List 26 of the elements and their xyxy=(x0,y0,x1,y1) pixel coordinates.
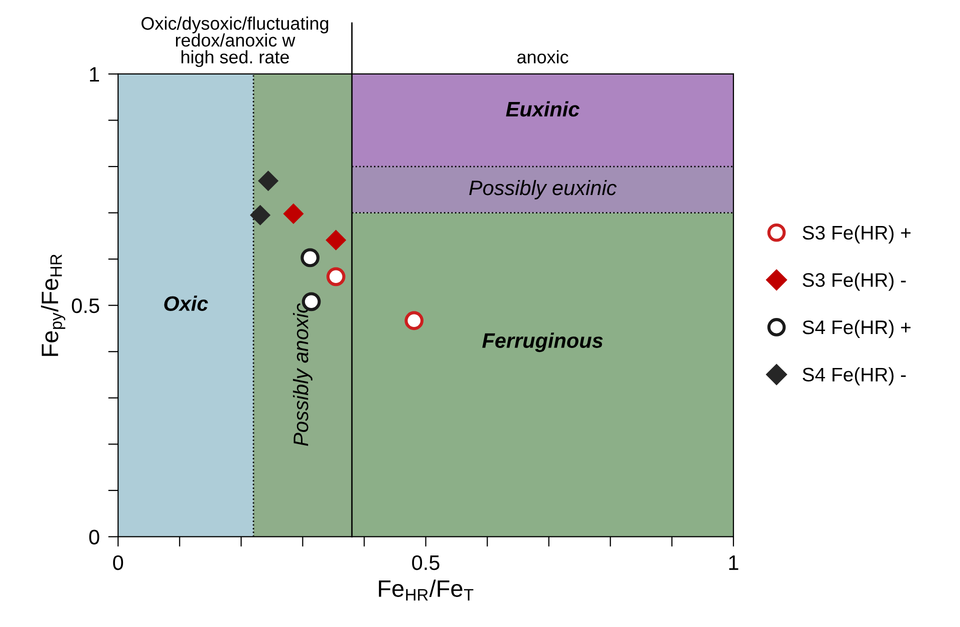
x-tick-label: 0 xyxy=(113,555,124,570)
band-label: Ferruginous xyxy=(482,332,603,352)
text: Oxic/dysoxic/fluctuating redox/anoxic w high sed. rate xyxy=(142,16,328,68)
y-tick-label: 0 xyxy=(89,530,100,544)
legend-label: S3 Fe(HR) + xyxy=(802,225,911,244)
point xyxy=(326,230,346,250)
y-tick-label: 0.5 xyxy=(72,298,100,314)
point xyxy=(283,203,304,224)
point xyxy=(250,204,271,226)
band-label: Euxinic xyxy=(506,101,580,117)
band-label: Oxic xyxy=(164,296,208,311)
legend-label: S3 Fe(HR) - xyxy=(802,272,906,291)
legend-label: S4 Fe(HR) - xyxy=(802,367,906,386)
band-label: Possibly anoxic xyxy=(292,303,312,446)
text: anoxic xyxy=(517,50,568,64)
x-axis-title: Fe$_{HR}$/Fe$_{T}$ xyxy=(378,580,474,600)
point xyxy=(326,267,346,286)
band-label: Possibly euxinic xyxy=(469,180,617,200)
y-axis-title: Fe$_{py}$/Fe$_{HR}$ xyxy=(40,254,66,356)
point xyxy=(404,311,424,330)
point xyxy=(258,170,279,192)
x-tick-label: 1 xyxy=(729,556,738,570)
x-tick-label: 0.5 xyxy=(412,555,440,570)
y-tick-label: 1 xyxy=(90,67,100,82)
point xyxy=(300,248,320,268)
legend-label: S4 Fe(HR) + xyxy=(802,320,911,338)
